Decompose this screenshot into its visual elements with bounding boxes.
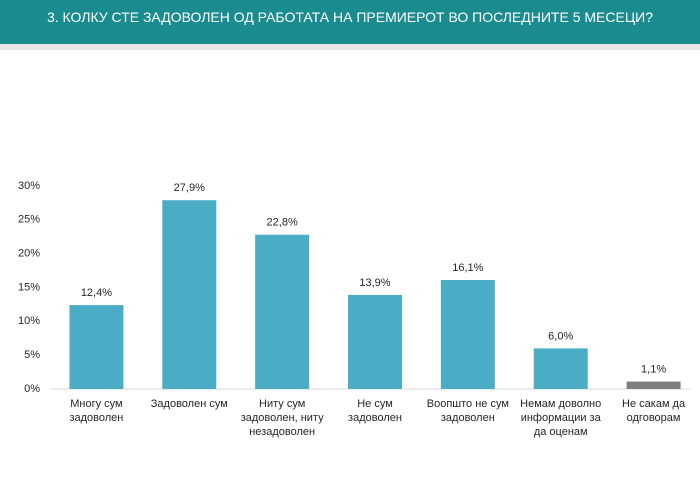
x-tick-label: Не сакам да одговорам: [622, 398, 686, 424]
y-tick-label: 25%: [18, 214, 40, 226]
chart-title: 3. КОЛКУ СТЕ ЗАДОВОЛЕН ОД РАБОТАТА НА ПР…: [0, 0, 700, 44]
value-label: 6,0%: [548, 330, 573, 342]
value-label: 22,8%: [267, 217, 298, 229]
bar: [533, 348, 588, 389]
bar: [348, 294, 402, 389]
bar: [69, 305, 124, 389]
x-tick-label: Многу сум задоволен: [69, 398, 124, 424]
value-label: 16,1%: [452, 262, 483, 274]
y-tick-label: 0%: [24, 383, 40, 395]
x-tick-label: Немам доволно информации за да оценам: [520, 398, 602, 438]
bar: [440, 280, 495, 389]
x-tick-label: Задоволен сум: [150, 398, 228, 410]
y-tick-label: 5%: [24, 349, 40, 361]
y-tick-label: 10%: [18, 315, 40, 327]
y-tick-label: 30%: [18, 180, 40, 192]
bar: [255, 234, 310, 389]
header-strip: [0, 44, 700, 50]
bar: [162, 200, 217, 389]
value-label: 27,9%: [174, 182, 205, 194]
x-tick-label: Не сум задоволен: [348, 398, 402, 424]
x-tick-label: Воопшто не сум задоволен: [426, 398, 509, 424]
y-tick-label: 15%: [18, 281, 40, 293]
value-label: 12,4%: [81, 287, 112, 299]
bar: [626, 381, 681, 389]
value-label: 1,1%: [641, 363, 666, 375]
x-tick-label: Ниту сум задоволен, ниту незадоволен: [240, 398, 324, 438]
y-tick-label: 20%: [18, 248, 40, 260]
value-label: 13,9%: [359, 277, 390, 289]
